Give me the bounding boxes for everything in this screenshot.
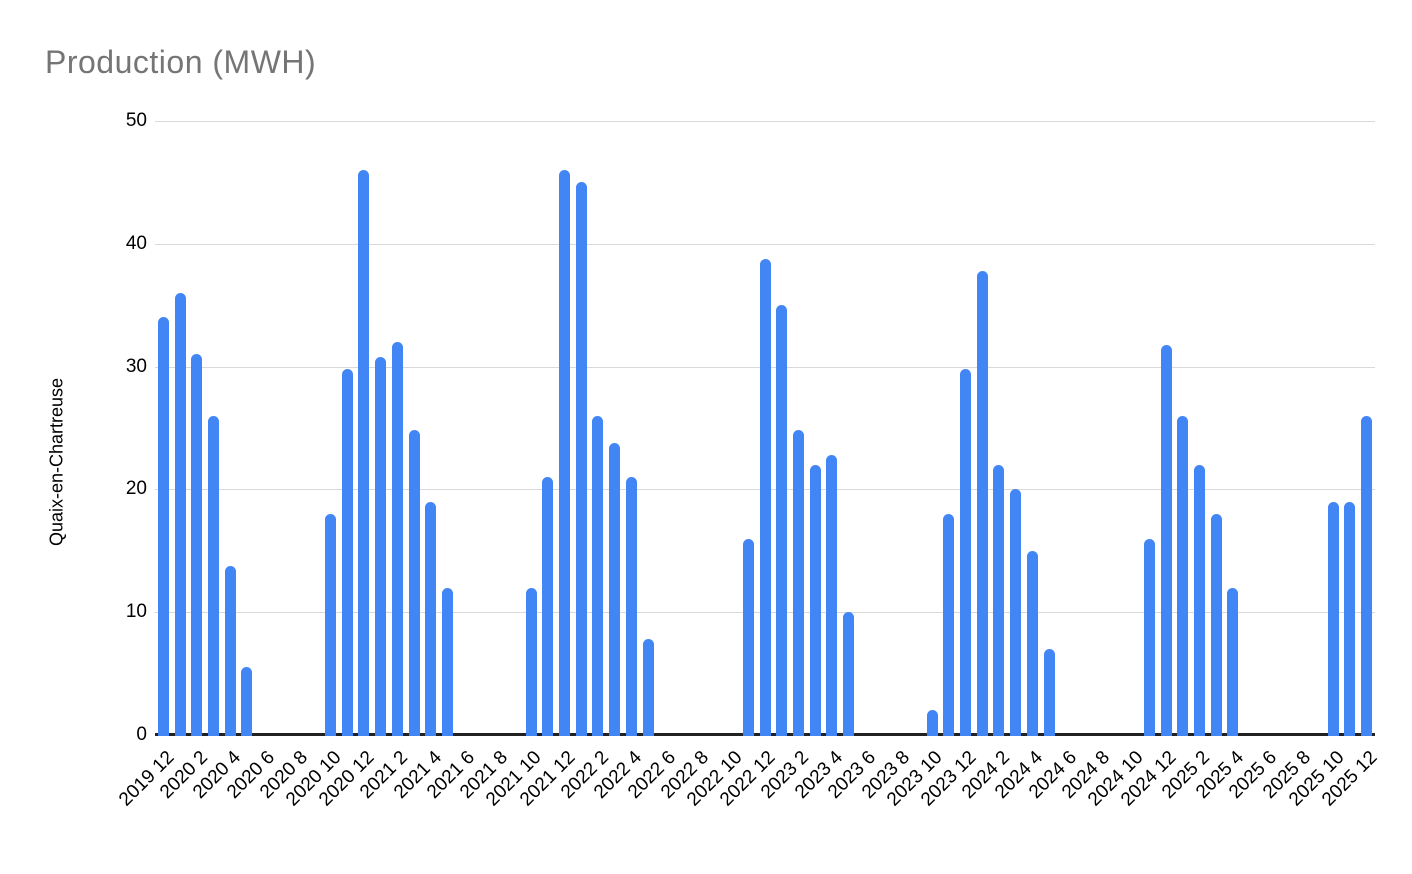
bar-2021-4[interactable]: [425, 501, 437, 736]
bar-2025-11[interactable]: [1344, 501, 1356, 736]
bar-2022-11[interactable]: [742, 538, 754, 736]
bar-2020-12[interactable]: [358, 170, 370, 736]
bar-2020-2[interactable]: [191, 354, 203, 736]
bar-2024-11[interactable]: [1143, 538, 1155, 736]
bar-2025-3[interactable]: [1210, 513, 1222, 736]
gridline-50: [155, 121, 1375, 122]
bar-2022-12[interactable]: [759, 258, 771, 736]
bar-2023-3[interactable]: [809, 464, 821, 736]
bar-2025-4[interactable]: [1227, 587, 1239, 736]
bar-2025-1[interactable]: [1177, 415, 1189, 736]
bar-2020-1[interactable]: [174, 292, 186, 736]
bar-2021-12[interactable]: [558, 170, 570, 736]
y-tick-label-10: 10: [125, 601, 147, 623]
bar-2025-2[interactable]: [1194, 464, 1206, 736]
bar-2024-12[interactable]: [1160, 344, 1172, 736]
bar-2024-5[interactable]: [1043, 649, 1055, 736]
bar-2024-4[interactable]: [1026, 550, 1038, 736]
bar-2021-3[interactable]: [408, 430, 420, 736]
bar-2023-10[interactable]: [926, 710, 938, 736]
bar-2022-5[interactable]: [642, 639, 654, 736]
x-axis-labels: 2019 12 2020 2 2020 4 2020 6 2020 8 2020 10 20…: [115, 747, 1382, 867]
bar-2021-5[interactable]: [441, 587, 453, 736]
bar-2020-3[interactable]: [207, 415, 219, 736]
plot-area: [155, 121, 1375, 736]
y-tick-label-20: 20: [125, 478, 147, 500]
bar-2025-10[interactable]: [1327, 501, 1339, 736]
bar-2021-2[interactable]: [391, 342, 403, 736]
bar-2022-3[interactable]: [609, 442, 621, 736]
bar-2020-4[interactable]: [224, 565, 236, 736]
bar-2020-10[interactable]: [324, 513, 336, 736]
chart-title: Production (MWH): [45, 44, 317, 80]
bar-2022-1[interactable]: [575, 182, 587, 736]
bar-2023-11[interactable]: [943, 513, 955, 736]
bar-2024-1[interactable]: [976, 270, 988, 736]
y-axis-labels: 0 10 20 30 40 50: [0, 0, 147, 874]
y-tick-label-40: 40: [125, 232, 147, 254]
bar-2023-4[interactable]: [826, 455, 838, 736]
y-tick-label-0: 0: [136, 724, 147, 745]
bar-2022-2[interactable]: [592, 415, 604, 736]
bar-2023-5[interactable]: [843, 612, 855, 736]
bar-2020-11[interactable]: [341, 369, 353, 736]
bar-2022-4[interactable]: [625, 477, 637, 736]
bar-2023-12[interactable]: [960, 369, 972, 736]
y-tick-label-30: 30: [125, 355, 147, 377]
bar-2021-10[interactable]: [525, 587, 537, 736]
y-tick-label-50: 50: [125, 110, 147, 131]
bar-2023-1[interactable]: [776, 305, 788, 736]
bar-2025-12[interactable]: [1361, 415, 1373, 736]
gridline-40: [155, 243, 1375, 245]
bar-2021-1[interactable]: [375, 356, 387, 736]
bar-2020-5[interactable]: [241, 667, 253, 736]
bar-2019-12[interactable]: [157, 317, 169, 736]
bar-2021-11[interactable]: [542, 477, 554, 736]
bar-2023-2[interactable]: [792, 430, 804, 736]
bar-2024-2[interactable]: [993, 464, 1005, 736]
bar-2024-3[interactable]: [1010, 489, 1022, 736]
